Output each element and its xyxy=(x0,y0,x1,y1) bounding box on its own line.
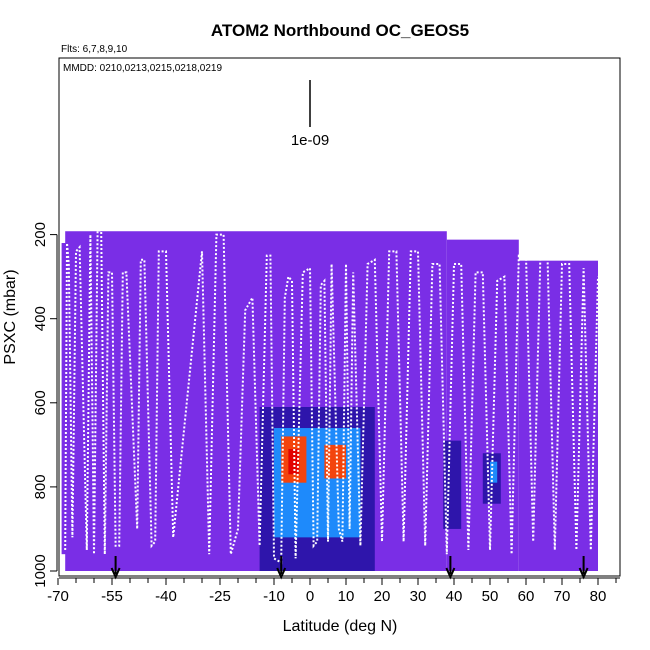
x-axis-label: Latitude (deg N) xyxy=(283,618,398,635)
flight-track xyxy=(64,229,599,565)
plot-area xyxy=(61,229,599,571)
x-tick-label-8: 30 xyxy=(410,588,427,605)
x-tick-label-2: -40 xyxy=(155,588,177,605)
curtain-blocks xyxy=(61,231,598,571)
x-tick-label-13: 80 xyxy=(590,588,607,605)
x-tick-label-3: -25 xyxy=(209,588,231,605)
arrow-0-head xyxy=(110,567,121,580)
x-axis: -70 -55 -40 -25 -10 0 10 20 30 40 50 60 70 80 xyxy=(47,577,620,605)
x-tick-label-5: 0 xyxy=(306,588,314,605)
x-tick-label-4: -10 xyxy=(263,588,285,605)
y-tick-label-3: 800 xyxy=(32,474,49,499)
hotspot-7 xyxy=(490,461,498,483)
x-tick-label-12: 70 xyxy=(554,588,571,605)
x-tick-label-6: 10 xyxy=(338,588,355,605)
arrow-1-head xyxy=(276,567,287,580)
x-tick-label-0: -70 xyxy=(47,588,69,605)
chart-title: ATOM2 Northbound OC_GEOS5 xyxy=(211,21,469,40)
x-tick-label-7: 20 xyxy=(374,588,391,605)
dates-label: MMDD: 0210,0213,0215,0218,0219 xyxy=(63,63,222,74)
y-tick-label-4: 1000 xyxy=(32,554,49,587)
arrow-3-head xyxy=(578,567,589,580)
x-tick-label-9: 40 xyxy=(446,588,463,605)
y-tick-label-0: 200 xyxy=(32,222,49,247)
arrow-2-head xyxy=(445,567,456,580)
x-tick-label-1: -55 xyxy=(101,588,123,605)
flights-label: Flts: 6,7,8,9,10 xyxy=(61,44,128,55)
curtain-block-3 xyxy=(61,243,94,555)
scale-marker-label: 1e-09 xyxy=(291,132,329,149)
y-tick-label-2: 600 xyxy=(32,390,49,415)
x-tick-label-11: 60 xyxy=(518,588,535,605)
y-tick-label-1: 400 xyxy=(32,306,49,331)
flight-track-line xyxy=(64,229,599,565)
scale-marker: 1e-09 xyxy=(291,80,329,149)
plot-border xyxy=(58,57,621,577)
x-tick-label-10: 50 xyxy=(482,588,499,605)
arrow-markers xyxy=(110,556,589,580)
y-axis: 200 400 600 800 1000 xyxy=(32,222,58,588)
y-axis-label: PSXC (mbar) xyxy=(2,269,19,364)
